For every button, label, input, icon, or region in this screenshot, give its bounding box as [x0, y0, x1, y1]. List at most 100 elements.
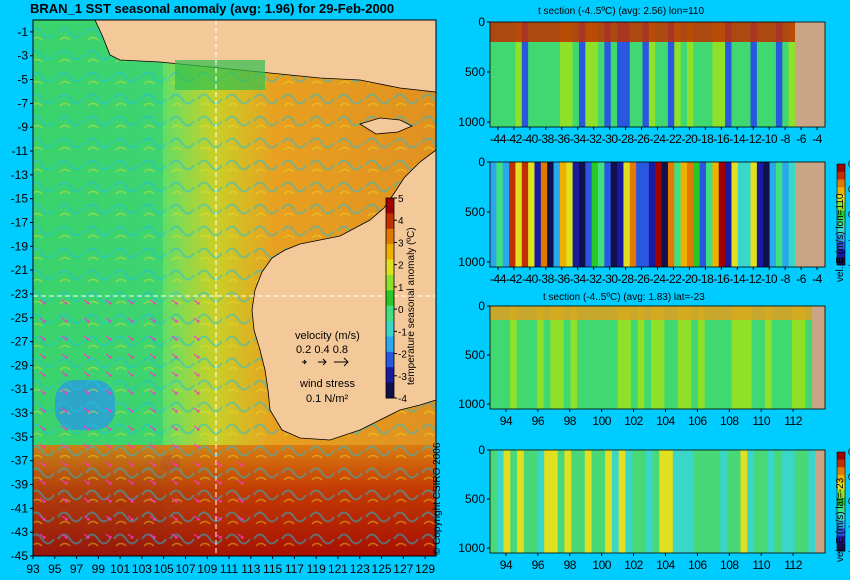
section-x-tick-label: -32 — [586, 272, 603, 286]
section-y-tick-label: 1000 — [458, 255, 485, 269]
section-cell — [617, 162, 625, 267]
section-x-tick-label: -34 — [570, 272, 587, 286]
section-cell — [699, 22, 707, 127]
section-cell — [751, 306, 759, 409]
section-x-tick-label: -30 — [602, 272, 619, 286]
section-cell — [523, 306, 531, 409]
wind-arrow — [171, 425, 178, 431]
section-cell — [769, 22, 777, 127]
wind-arrow — [171, 317, 178, 323]
velocity-colorbar-swatch — [837, 535, 845, 544]
section-x-tick-label: -4 — [812, 132, 822, 146]
velocity-colorbar-tick-label: -0.4 — [848, 260, 850, 270]
wind-stress-arrows — [39, 299, 244, 539]
section-cell — [738, 306, 746, 409]
section-x-tick-label: -44 — [490, 132, 507, 146]
section-x-tick-label: -22 — [666, 132, 683, 146]
section-x-tick-label: -28 — [618, 132, 635, 146]
section-x-tick-label: -26 — [634, 272, 651, 286]
section-y-tick-label: 1000 — [458, 397, 485, 411]
wind-arrow — [83, 425, 90, 431]
section-cell — [775, 22, 783, 127]
map-x-tick-label: 109 — [197, 562, 217, 576]
wind-arrow — [215, 461, 222, 467]
surface-warm-layer — [490, 22, 795, 42]
wind-arrow — [193, 317, 200, 323]
wind-arrow — [105, 407, 112, 413]
wind-arrow — [171, 461, 178, 467]
section-cell — [769, 162, 777, 267]
velocity-colorbar-swatch — [837, 202, 845, 212]
section-land-mask — [812, 306, 825, 409]
section-cell — [553, 162, 561, 267]
wind-arrow — [149, 353, 156, 359]
section-cell — [598, 162, 605, 267]
section-cell — [750, 22, 758, 127]
section-cell — [584, 450, 593, 553]
wind-arrow — [215, 533, 222, 539]
section-x-tick-label: -20 — [681, 132, 698, 146]
section-cell — [605, 450, 613, 553]
section-cell — [706, 162, 713, 267]
map-x-tick-label: 97 — [70, 562, 84, 576]
section-cell — [744, 22, 752, 127]
section-cell — [733, 450, 742, 553]
section-cell — [571, 450, 579, 553]
wind-arrow — [39, 497, 46, 503]
wind-arrow — [83, 371, 90, 377]
section-cell — [540, 22, 548, 127]
map-y-tick-label: -29 — [11, 358, 29, 372]
wind-arrow — [105, 479, 112, 485]
wind-arrow — [193, 371, 200, 377]
wind-arrow — [61, 317, 68, 323]
map-x-tick-label: 129 — [415, 562, 435, 576]
section-x-tick-label: 110 — [752, 414, 770, 428]
wind-arrow — [171, 335, 178, 341]
wind-arrow — [83, 461, 90, 467]
section-cell — [563, 306, 572, 409]
java-sumatra-landmass — [94, 19, 437, 93]
section-cell — [725, 22, 733, 127]
panel-t-lat: 0 500 1000 94 96 98 100 102 104 106 108 110 112 — [458, 299, 826, 428]
section-cell — [655, 162, 663, 267]
map-x-tick-label: 127 — [393, 562, 413, 576]
section-cell — [706, 450, 715, 553]
wind-arrow — [127, 461, 134, 467]
section-cell — [624, 306, 632, 409]
wind-legend-value: 0.1 N/m² — [306, 393, 349, 405]
section-y-tick-label: 500 — [465, 492, 485, 506]
section-cell — [754, 450, 762, 553]
wind-arrow — [193, 479, 200, 485]
section-cell — [557, 306, 565, 409]
map-x-tick-label: 119 — [307, 562, 326, 576]
section-y-tick-label: 1000 — [458, 115, 485, 129]
section-cell — [781, 450, 789, 553]
section-cell — [785, 306, 793, 409]
section-cell — [744, 162, 752, 267]
map-colorbar-swatch — [386, 367, 394, 384]
section-cell — [747, 450, 755, 553]
wind-arrow — [149, 479, 156, 485]
wind-arrow — [61, 425, 68, 431]
section-cell — [644, 306, 652, 409]
wind-arrow — [237, 533, 244, 539]
section-cell — [591, 22, 599, 127]
section-x-tick-label: -30 — [602, 132, 619, 146]
section-x-tick-label: -10 — [761, 132, 778, 146]
map-colorbar-tick-label: -1 — [398, 327, 407, 338]
map-colorbar-tick-label: 2 — [398, 261, 404, 272]
section-cell — [731, 162, 739, 267]
velocity-legend-values: 0.2 0.4 0.8 — [296, 344, 348, 356]
section-cell — [771, 306, 780, 409]
wind-arrow — [39, 461, 46, 467]
section-x-tick-label: -40 — [522, 132, 539, 146]
section-x-tick-label: -6 — [796, 272, 806, 286]
section-cell — [788, 162, 796, 267]
section-frame — [489, 305, 826, 410]
wind-arrow — [105, 461, 112, 467]
wind-arrow — [237, 479, 244, 485]
wind-arrow — [171, 371, 178, 377]
section-cell — [604, 162, 612, 267]
wind-arrow — [127, 533, 134, 539]
